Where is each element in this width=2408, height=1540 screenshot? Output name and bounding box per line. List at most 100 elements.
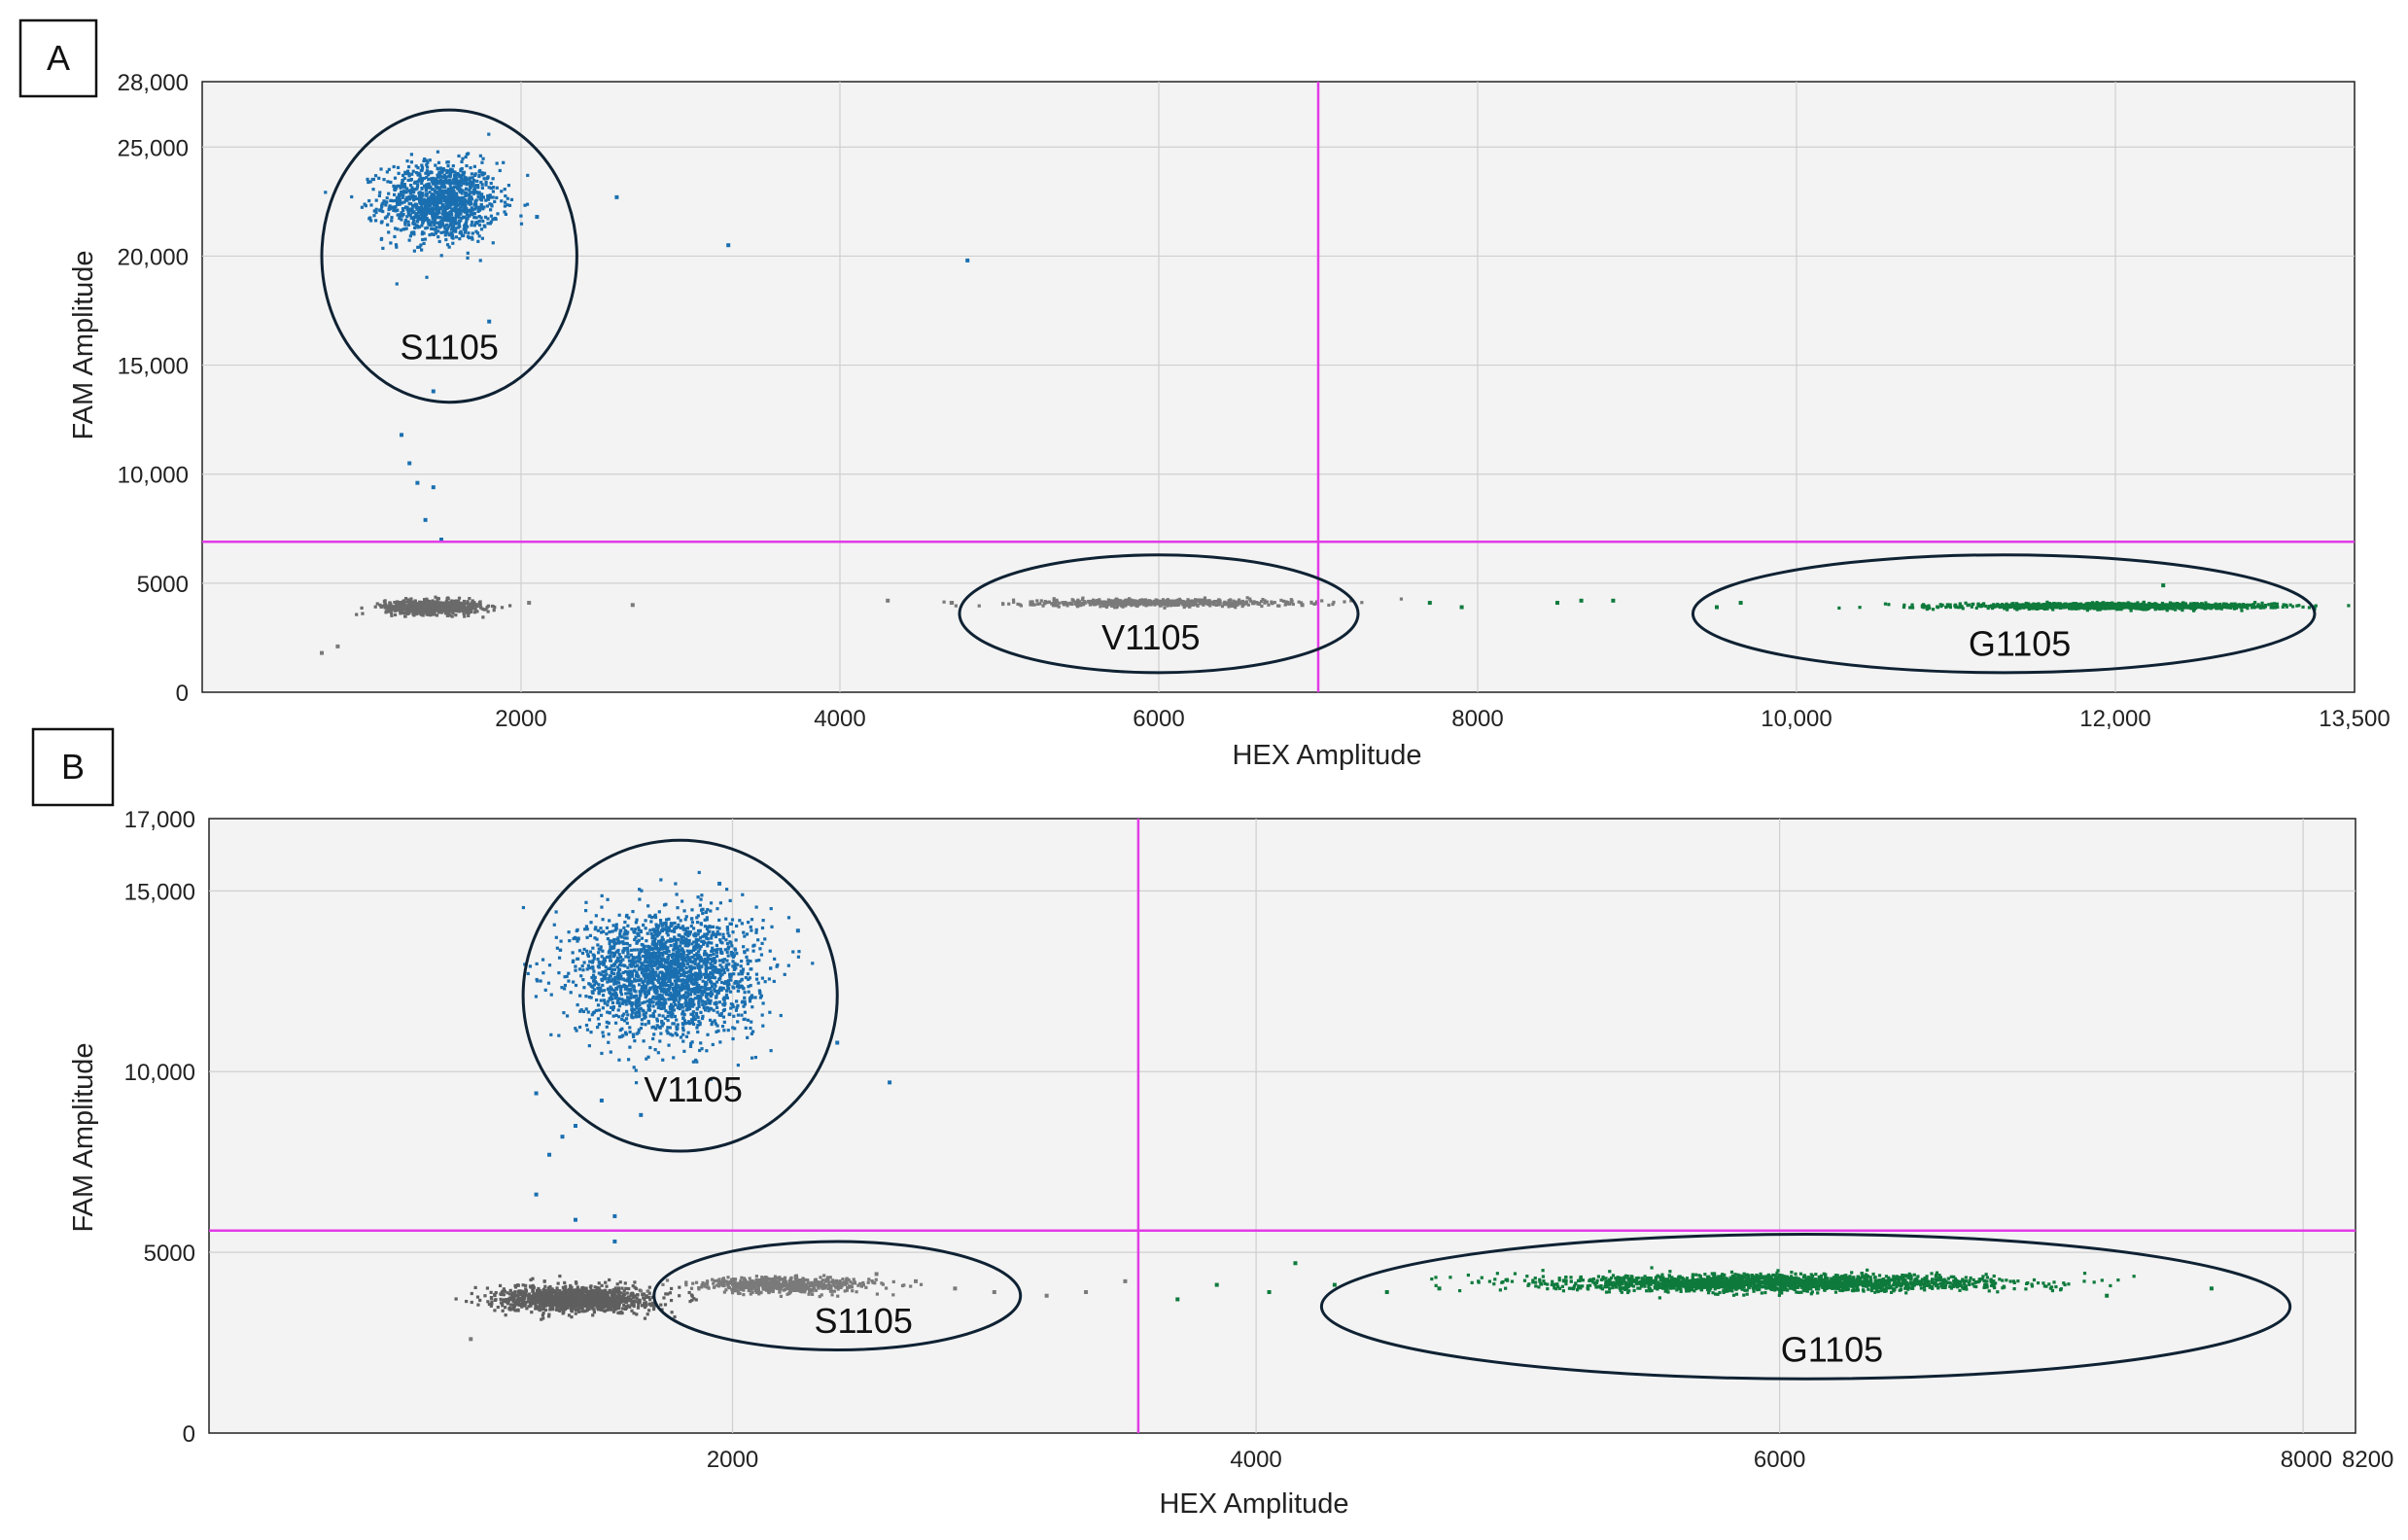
droplet-point	[2015, 607, 2019, 611]
droplet-point	[429, 208, 433, 212]
droplet-point	[396, 184, 400, 188]
droplet-point	[686, 1001, 691, 1005]
droplet-point	[1126, 602, 1131, 606]
droplet-point	[459, 179, 463, 183]
droplet-point	[484, 608, 488, 612]
droplet-point	[422, 158, 426, 163]
droplet-point	[403, 218, 408, 223]
droplet-point	[549, 993, 553, 997]
droplet-point	[713, 1019, 716, 1023]
droplet-point	[473, 607, 477, 612]
droplet-point	[491, 241, 495, 245]
droplet-point	[1111, 604, 1116, 608]
droplet-point	[634, 921, 638, 925]
droplet-point	[1075, 605, 1080, 609]
droplet-point	[503, 210, 506, 214]
droplet-point	[1207, 600, 1211, 604]
droplet-point	[446, 187, 451, 191]
droplet-point	[416, 217, 420, 221]
droplet-point	[546, 981, 551, 985]
droplet-point	[451, 202, 456, 206]
droplet-point	[1988, 605, 1992, 609]
droplet-point	[617, 959, 621, 962]
droplet-point	[436, 204, 439, 208]
droplet-point	[436, 604, 440, 608]
droplet-point	[685, 977, 689, 981]
droplet-point	[1031, 603, 1035, 607]
droplet-point	[433, 195, 436, 199]
droplet-point	[405, 195, 409, 199]
droplet-point	[1245, 596, 1249, 600]
droplet-point	[417, 604, 421, 608]
droplet-point	[627, 1058, 631, 1062]
droplet-point	[411, 604, 416, 608]
droplet-point	[441, 602, 445, 607]
droplet-point	[494, 217, 498, 222]
droplet-point	[2251, 602, 2255, 607]
droplet-point	[434, 201, 437, 205]
droplet-point	[500, 606, 505, 610]
droplet-point	[414, 212, 418, 216]
droplet-point	[439, 207, 443, 211]
droplet-point	[477, 223, 482, 228]
droplet-point	[638, 1003, 642, 1007]
droplet-point	[403, 221, 407, 225]
droplet-point	[468, 192, 471, 195]
droplet-point	[618, 984, 622, 989]
droplet-point	[602, 957, 606, 961]
droplet-point	[2003, 607, 2007, 611]
droplet-point	[662, 1006, 666, 1010]
droplet-point	[445, 192, 449, 195]
droplet-point	[1202, 603, 1205, 607]
droplet-point	[1079, 604, 1083, 608]
droplet-point	[462, 612, 466, 615]
droplet-point	[422, 598, 427, 602]
droplet-point	[2024, 601, 2028, 606]
droplet-point	[1265, 600, 1269, 604]
droplet-point	[1114, 602, 1118, 606]
droplet-point	[427, 611, 431, 614]
droplet-point	[444, 610, 449, 614]
droplet-point	[638, 1013, 642, 1018]
droplet-point	[1052, 598, 1056, 602]
droplet-point	[1197, 598, 1201, 602]
droplet-point	[1137, 599, 1142, 603]
droplet-point	[479, 228, 484, 231]
droplet-point	[472, 186, 476, 190]
droplet-point	[1147, 599, 1151, 603]
droplet-point	[617, 1004, 622, 1008]
droplet-point	[659, 1032, 663, 1035]
droplet-point	[477, 191, 481, 194]
droplet-point	[481, 219, 485, 224]
droplet-point	[436, 601, 440, 605]
panel-b-letter-box	[31, 727, 115, 807]
droplet-point	[1114, 597, 1119, 601]
droplet-point	[592, 978, 596, 982]
droplet-point	[462, 599, 467, 604]
droplet-point	[458, 209, 462, 213]
droplet-point	[451, 208, 455, 213]
droplet-point	[435, 199, 438, 203]
droplet-point	[1191, 599, 1195, 603]
droplet-point	[565, 974, 569, 978]
droplet-point	[731, 1005, 735, 1009]
droplet-point	[384, 611, 388, 614]
droplet-point	[350, 194, 354, 199]
droplet-point	[1858, 606, 1862, 610]
droplet-point	[444, 200, 448, 204]
droplet-point	[2097, 604, 2101, 608]
droplet-point	[392, 205, 396, 209]
droplet-point	[438, 166, 443, 170]
droplet-point	[399, 199, 402, 203]
droplet-point	[2090, 606, 2094, 610]
droplet-point	[421, 221, 425, 225]
droplet-point	[387, 192, 391, 195]
droplet-point	[1902, 605, 1906, 610]
droplet-point	[430, 232, 435, 236]
droplet-point	[744, 976, 748, 980]
droplet-point	[424, 189, 428, 192]
droplet-point	[375, 602, 379, 606]
droplet-point	[406, 223, 411, 227]
droplet-point	[462, 182, 466, 186]
droplet-point	[618, 933, 622, 938]
